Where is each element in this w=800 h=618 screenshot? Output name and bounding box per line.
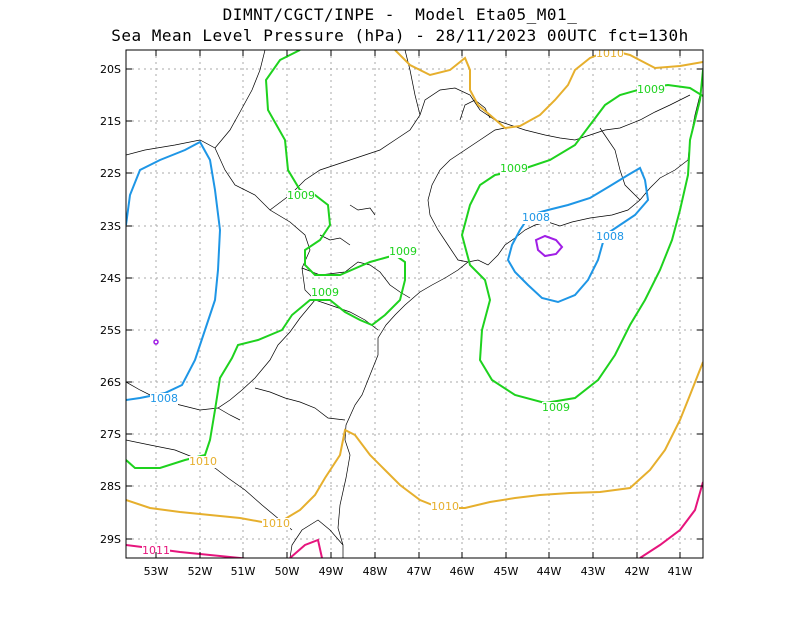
map-title-line-1: DIMNT/CGCT/INPE - Model Eta05_M01_	[222, 5, 578, 24]
isobar-1007-low	[534, 234, 564, 258]
isobar-small-low-west	[153, 339, 159, 345]
contour-label: 1008	[522, 211, 550, 224]
lat-label: 20S	[100, 63, 121, 76]
contour-label: 1010	[189, 455, 217, 468]
lat-label: 26S	[100, 376, 121, 389]
isobar-1009-east	[460, 69, 703, 405]
contour-label-bg	[522, 212, 550, 224]
contour-label-bg	[150, 393, 178, 405]
contour-label-bg	[311, 287, 339, 299]
isobar-1008-east	[506, 166, 650, 304]
longitude-labels: 53W 52W 51W 50W 49W 48W 47W 46W 45W 44W 43W 42W 41W	[144, 565, 693, 578]
lon-label: 50W	[275, 565, 300, 578]
lat-label: 25S	[100, 324, 121, 337]
lon-label: 43W	[581, 565, 606, 578]
contour-label: 1011	[142, 544, 170, 557]
isobar-1011-southeast	[639, 481, 703, 558]
lon-label: 44W	[537, 565, 562, 578]
lon-label: 48W	[363, 565, 388, 578]
lon-label: 46W	[450, 565, 475, 578]
contour-label-bg	[596, 50, 624, 60]
contour-label: 1008	[596, 230, 624, 243]
map-frame	[125, 49, 704, 559]
isobar-1011-south	[289, 538, 323, 558]
lon-label: 47W	[407, 565, 432, 578]
lat-label: 28S	[100, 480, 121, 493]
contour-label: 1010	[596, 47, 624, 60]
contour-label-bg	[431, 501, 459, 513]
contour-label: 1010	[431, 500, 459, 513]
contour-label: 1009	[637, 83, 665, 96]
isobar-1010-south	[126, 361, 703, 523]
lon-label: 45W	[494, 565, 519, 578]
lon-label: 49W	[319, 565, 344, 578]
contour-label: 1009	[311, 286, 339, 299]
isobar-1008-west	[126, 140, 222, 401]
lon-label: 42W	[625, 565, 650, 578]
contour-label: 1009	[389, 245, 417, 258]
contour-label: 1009	[542, 401, 570, 414]
axis-ticks	[126, 50, 703, 558]
contour-label-bg	[262, 518, 290, 530]
lat-label: 23S	[100, 220, 121, 233]
lon-label: 41W	[668, 565, 693, 578]
lat-label: 21S	[100, 115, 121, 128]
contour-label-bg	[637, 84, 665, 96]
contour-label-bg	[596, 231, 624, 243]
contour-labels: 1010 1009 1009 1009 1009 1008 1008 1009 1008 1009…	[142, 47, 665, 557]
contour-label: 1009	[500, 162, 528, 175]
contour-label-bg	[189, 456, 217, 468]
lon-label: 51W	[231, 565, 256, 578]
contour-label: 1010	[262, 517, 290, 530]
lon-label: 53W	[144, 565, 169, 578]
latitude-labels: 20S 21S 22S 23S 24S 25S 26S 27S 28S 29S	[100, 63, 121, 546]
lat-label: 22S	[100, 167, 121, 180]
map-grid	[126, 50, 703, 558]
isobar-1009-west	[126, 50, 406, 469]
contour-label-bg	[287, 190, 315, 202]
lat-label: 24S	[100, 272, 121, 285]
contour-label-bg	[500, 163, 528, 175]
lon-label: 52W	[188, 565, 213, 578]
coastline-and-borders	[126, 50, 703, 558]
lat-label: 29S	[100, 533, 121, 546]
contour-label-bg	[142, 545, 170, 557]
lat-label: 27S	[100, 428, 121, 441]
map-title-line-2: Sea Mean Level Pressure (hPa) - 28/11/20…	[111, 26, 689, 45]
contour-label-bg	[542, 402, 570, 414]
contour-label: 1008	[150, 392, 178, 405]
contour-label-bg	[389, 246, 417, 258]
contour-label: 1009	[287, 189, 315, 202]
